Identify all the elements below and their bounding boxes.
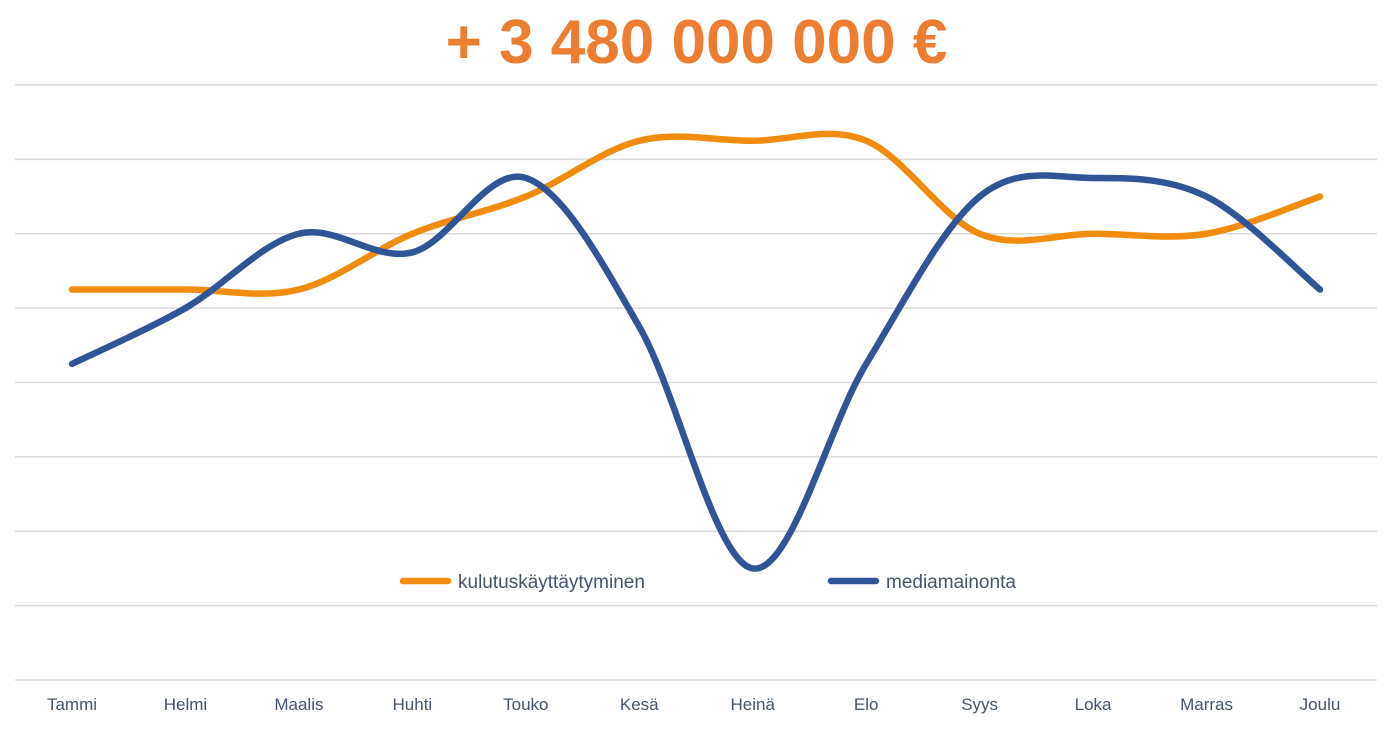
x-tick-label: Maalis [274, 695, 323, 714]
x-tick-label: Loka [1075, 695, 1112, 714]
series-line-2 [68, 172, 1324, 572]
x-tick-label: Tammi [47, 695, 97, 714]
category-axis-labels: Tammi Helmi Maalis Huhti Touko Kesä Heinä Elo Sy… [47, 695, 1340, 714]
chart-title: + 3 480 000 000 € [445, 8, 948, 77]
gridlines [15, 84, 1377, 681]
x-tick-label: Touko [503, 695, 548, 714]
series-lines [68, 130, 1324, 572]
x-tick-label: Huhti [393, 695, 433, 714]
series-line-1 [68, 130, 1324, 297]
x-tick-label: Joulu [1300, 695, 1341, 714]
x-tick-label: Helmi [164, 695, 207, 714]
x-tick-label: Marras [1180, 695, 1233, 714]
x-tick-label: Syys [961, 695, 998, 714]
x-tick-label: Kesä [620, 695, 659, 714]
legend-label-1: kulutuskäyttäytyminen [458, 572, 645, 593]
x-tick-label: Elo [854, 695, 879, 714]
x-tick-label: Heinä [731, 695, 776, 714]
legend-label-2: mediamainonta [886, 572, 1016, 593]
legend: kulutuskäyttäytyminen mediamainonta [399, 572, 1016, 593]
